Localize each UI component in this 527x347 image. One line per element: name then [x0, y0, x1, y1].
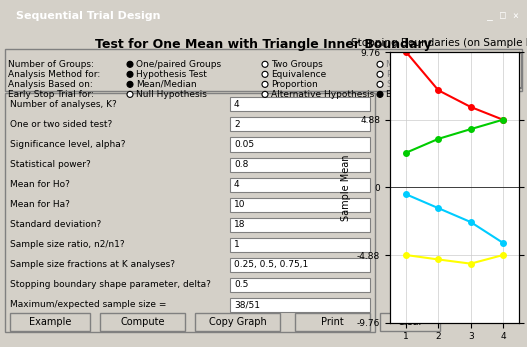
FancyBboxPatch shape	[230, 158, 370, 171]
Text: Maximum/expected sample size =: Maximum/expected sample size =	[10, 301, 167, 310]
Text: Sequential Trial Design: Sequential Trial Design	[16, 11, 160, 20]
Circle shape	[127, 81, 133, 87]
Text: 0.8: 0.8	[234, 160, 248, 169]
Text: ×: ×	[512, 11, 519, 20]
Text: 10: 10	[234, 200, 246, 209]
Text: Example: Example	[29, 317, 71, 327]
FancyBboxPatch shape	[230, 117, 370, 132]
Circle shape	[127, 91, 133, 98]
FancyBboxPatch shape	[230, 298, 370, 312]
FancyBboxPatch shape	[230, 258, 370, 272]
Text: Compute: Compute	[120, 317, 165, 327]
Text: Proportion: Proportion	[271, 80, 318, 89]
Circle shape	[378, 93, 382, 96]
Text: Statistical power?: Statistical power?	[10, 160, 91, 169]
Text: Copy Graph: Copy Graph	[209, 317, 266, 327]
FancyBboxPatch shape	[5, 93, 375, 332]
Circle shape	[377, 71, 383, 77]
Text: One or two sided test?: One or two sided test?	[10, 120, 112, 129]
Circle shape	[377, 61, 383, 67]
Text: 2: 2	[234, 120, 240, 129]
Text: Early Stop Trial for:: Early Stop Trial for:	[8, 90, 94, 99]
FancyBboxPatch shape	[380, 313, 440, 331]
Text: Test for One Mean with Triangle Inner Boundary: Test for One Mean with Triangle Inner Bo…	[95, 38, 432, 51]
Text: Null Hypothesis: Null Hypothesis	[136, 90, 207, 99]
Circle shape	[262, 71, 268, 77]
Text: Stopping boundary shape parameter, delta?: Stopping boundary shape parameter, delta…	[10, 280, 211, 289]
Text: Survival/Others: Survival/Others	[386, 80, 456, 89]
Circle shape	[129, 83, 132, 86]
Text: 0.5: 0.5	[234, 280, 248, 289]
Circle shape	[262, 61, 268, 67]
Text: 18: 18	[234, 220, 246, 229]
FancyBboxPatch shape	[230, 218, 370, 232]
Text: Two Groups: Two Groups	[271, 60, 323, 69]
Text: 1: 1	[234, 240, 240, 249]
Text: Mean for Ho?: Mean for Ho?	[10, 180, 70, 189]
Text: Sample size ratio, n2/n1?: Sample size ratio, n2/n1?	[10, 240, 124, 249]
Text: Alternative Hypothesis: Alternative Hypothesis	[271, 90, 374, 99]
FancyBboxPatch shape	[478, 53, 522, 88]
Text: One/paired Groups: One/paired Groups	[136, 60, 221, 69]
Text: □: □	[500, 11, 506, 20]
Text: Mean/Median: Mean/Median	[136, 80, 197, 89]
Circle shape	[377, 91, 383, 98]
Circle shape	[129, 63, 132, 66]
FancyBboxPatch shape	[230, 98, 370, 111]
Text: 38/51: 38/51	[234, 301, 260, 310]
Circle shape	[262, 81, 268, 87]
Text: 4: 4	[234, 180, 240, 189]
Text: Analysis Based on:: Analysis Based on:	[8, 80, 93, 89]
Text: 0.05: 0.05	[234, 140, 254, 149]
Title: Stopping Boundaries (on Sample Mean): Stopping Boundaries (on Sample Mean)	[351, 39, 527, 49]
Circle shape	[129, 73, 132, 76]
Circle shape	[127, 71, 133, 77]
Circle shape	[127, 61, 133, 67]
Text: Print: Print	[321, 317, 344, 327]
Text: 4: 4	[234, 100, 240, 109]
Text: Analysis Method for:: Analysis Method for:	[8, 70, 100, 79]
FancyBboxPatch shape	[230, 198, 370, 212]
FancyBboxPatch shape	[100, 313, 185, 331]
FancyBboxPatch shape	[10, 313, 90, 331]
FancyBboxPatch shape	[230, 238, 370, 252]
FancyBboxPatch shape	[230, 137, 370, 152]
Text: Precision/CI: Precision/CI	[386, 70, 438, 79]
FancyBboxPatch shape	[230, 178, 370, 192]
Circle shape	[377, 81, 383, 87]
Text: Equivalence: Equivalence	[271, 70, 326, 79]
Text: Multiple Groups: Multiple Groups	[386, 60, 457, 69]
Y-axis label: Sample Mean: Sample Mean	[341, 154, 352, 221]
Circle shape	[262, 91, 268, 98]
Text: Clear: Clear	[397, 317, 423, 327]
Text: Sample size fractions at K analyses?: Sample size fractions at K analyses?	[10, 260, 175, 269]
FancyBboxPatch shape	[230, 278, 370, 292]
Text: Number of analyses, K?: Number of analyses, K?	[10, 100, 117, 109]
Text: Number of Groups:: Number of Groups:	[8, 60, 94, 69]
Text: 0.25, 0.5, 0.75,1: 0.25, 0.5, 0.75,1	[234, 260, 308, 269]
FancyBboxPatch shape	[295, 313, 370, 331]
Text: Trial: Trial	[490, 62, 510, 72]
FancyBboxPatch shape	[5, 49, 522, 91]
Text: Monitor: Monitor	[482, 71, 519, 81]
Text: Hypothesis Test: Hypothesis Test	[136, 70, 207, 79]
FancyBboxPatch shape	[195, 313, 280, 331]
Text: Significance level, alpha?: Significance level, alpha?	[10, 140, 125, 149]
Text: Standard deviation?: Standard deviation?	[10, 220, 101, 229]
Text: Both Hypotheses: Both Hypotheses	[386, 90, 463, 99]
Text: _: _	[487, 11, 493, 20]
Text: Mean for Ha?: Mean for Ha?	[10, 200, 70, 209]
